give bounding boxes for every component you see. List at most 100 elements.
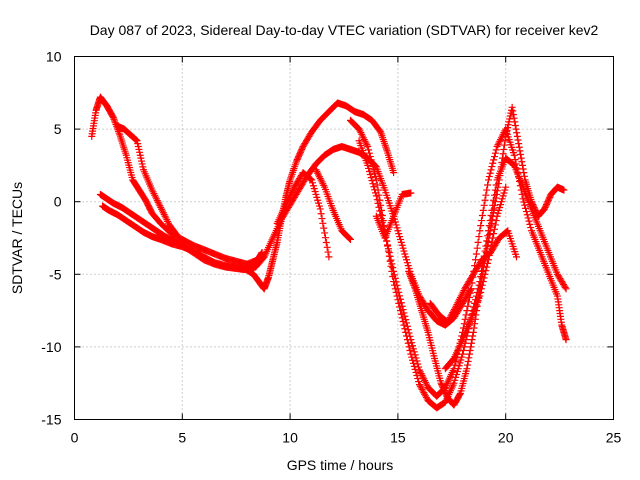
data-point-marker [510,114,518,122]
data-point-marker [464,357,472,365]
data-point-marker [509,107,517,115]
data-points [88,93,570,412]
series-track-9 [405,103,568,409]
data-point-marker [471,320,479,328]
data-point-marker [465,350,473,358]
data-point-marker [371,169,379,177]
data-point-marker [447,312,455,320]
data-point-marker [496,172,504,180]
data-point-marker [420,389,428,397]
data-point-marker [451,361,459,369]
data-point-marker [519,165,527,173]
data-point-marker [485,251,493,259]
data-point-marker [367,174,375,182]
data-point-marker [369,163,377,171]
data-point-marker [364,143,372,151]
data-point-marker [415,378,423,386]
data-point-marker [520,198,528,206]
data-point-marker [466,347,474,355]
data-point-marker [409,345,417,353]
data-point-marker [488,216,496,224]
y-tick-label: -15 [41,412,61,428]
grid-lines [74,56,614,420]
x-axis-label: GPS time / hours [287,457,394,473]
data-point-marker [492,146,500,154]
data-point-marker [502,183,510,191]
data-point-marker [372,192,380,200]
data-point-marker [322,239,330,247]
data-point-marker [499,150,507,158]
data-point-marker [484,241,492,249]
x-tick-label: 15 [390,430,406,446]
data-point-marker [497,163,505,171]
data-point-marker [391,274,399,282]
series-track-5 [273,169,333,261]
data-point-marker [421,392,429,400]
data-point-marker [405,343,413,351]
data-point-marker [474,238,482,246]
data-point-marker [321,229,329,237]
data-point-marker [366,171,374,179]
data-point-marker [515,173,523,181]
data-point-marker [390,169,398,177]
data-point-marker [511,118,519,126]
data-point-marker [316,205,324,213]
data-point-marker [511,121,519,129]
data-point-marker [477,288,485,296]
data-point-marker [478,211,486,219]
data-point-marker [173,231,181,239]
data-point-marker [466,289,474,297]
data-point-marker [465,354,473,362]
data-point-marker [450,305,458,313]
data-point-marker [385,249,393,257]
data-point-marker [484,181,492,189]
data-point-marker [320,224,328,232]
data-point-marker [491,149,499,157]
data-point-marker [403,322,411,330]
data-point-marker [448,310,456,318]
data-point-marker [481,270,489,278]
data-point-marker [376,127,384,135]
data-point-marker [500,141,508,149]
data-point-marker [402,316,410,324]
data-point-marker [479,206,487,214]
data-point-marker [515,177,523,185]
data-point-marker [472,256,480,264]
data-point-marker [370,166,378,174]
data-point-marker [494,183,502,191]
data-point-marker [465,298,473,306]
data-point-marker [489,234,497,242]
data-point-marker [477,222,485,230]
data-point-marker [446,313,454,321]
data-point-marker [364,161,372,169]
data-point-marker [468,336,476,344]
data-point-marker [418,385,426,393]
data-point-marker [472,311,480,319]
data-point-marker [371,186,379,194]
data-point-marker [513,164,521,172]
data-point-marker [417,384,425,392]
data-point-marker [469,328,477,336]
data-point-marker [513,129,521,137]
data-point-marker [519,161,527,169]
data-point-marker [416,382,424,390]
data-point-marker [450,365,458,373]
data-point-marker [174,233,182,241]
data-point-marker [372,176,380,184]
data-point-marker [486,169,494,177]
data-point-marker [371,173,379,181]
data-point-marker [407,336,415,344]
data-point-marker [492,217,500,225]
data-point-marker [464,302,472,310]
series-track-11 [441,183,510,373]
series-track-8 [355,125,570,400]
data-point-marker [469,332,477,340]
data-point-marker [390,267,398,275]
data-point-marker [560,186,568,194]
plot-frame [74,56,614,420]
data-point-marker [490,156,498,164]
data-point-marker [369,180,377,188]
data-point-marker [478,281,486,289]
data-point-marker [365,167,373,175]
data-point-marker [512,125,520,133]
